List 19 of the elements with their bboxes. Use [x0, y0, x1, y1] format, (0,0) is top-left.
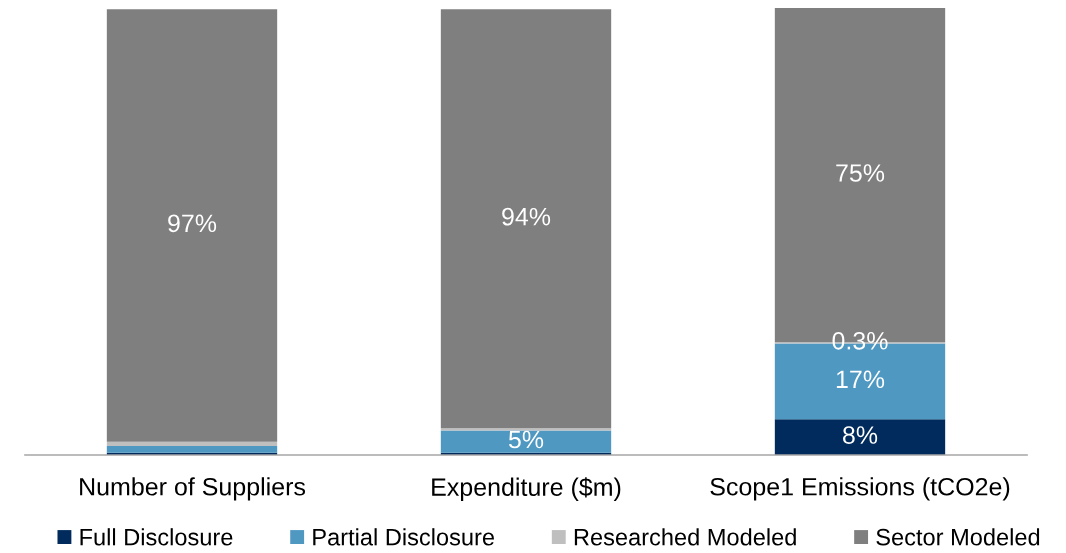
bar [106, 446, 278, 453]
data-label: 94% [502, 207, 551, 226]
x-tick-label: Number of Suppliers [80, 477, 306, 501]
data-label: 8% [843, 426, 878, 444]
data-label: 97% [168, 214, 217, 233]
bar [106, 441, 278, 447]
data-label: 17% [836, 370, 885, 389]
data-label: 5% [508, 430, 544, 449]
bar [440, 9, 612, 429]
bar [440, 430, 612, 453]
legend-label: Researched Modeled [574, 528, 796, 546]
bar [106, 9, 278, 442]
data-label: 75% [836, 164, 885, 182]
x-tick-label: Expenditure ($m) [432, 477, 621, 501]
legend-label: Partial Disclosure [313, 528, 494, 546]
bar [774, 419, 946, 455]
legend-label: Full Disclosure [80, 528, 233, 546]
x-tick-label: Scope1 Emissions (tCO2e) [710, 477, 1010, 501]
legend-label: Sector Modeled [876, 528, 1040, 546]
